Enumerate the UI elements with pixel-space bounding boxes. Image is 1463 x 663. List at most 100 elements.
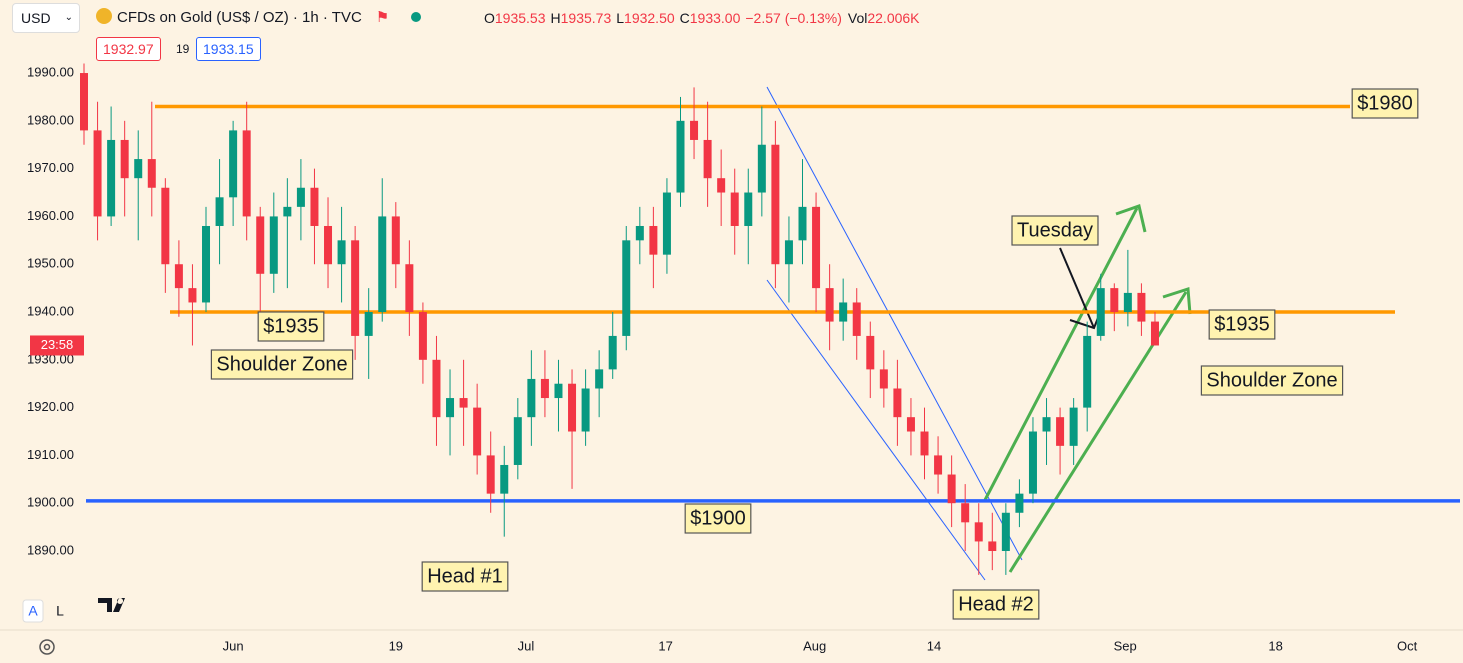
candle-body: [1028, 431, 1037, 494]
ohlc-key: L: [616, 10, 625, 26]
candle-body: [649, 225, 658, 255]
candle-body: [310, 187, 319, 226]
candle-body: [500, 464, 509, 494]
annotation-box: [1011, 215, 1099, 246]
candle-body: [812, 206, 821, 289]
annotation: Shoulder Zone: [1206, 369, 1337, 391]
tv-logo: [98, 598, 125, 612]
settings-icon[interactable]: [39, 639, 55, 655]
candle-body: [188, 288, 197, 303]
annotation: Head #2: [958, 593, 1034, 615]
candle-body: [486, 455, 495, 494]
candle-body: [391, 216, 400, 265]
annotation-box: [684, 503, 752, 534]
ask-box[interactable]: 1933.15: [196, 37, 261, 61]
candle-body: [744, 192, 753, 226]
annotation-box: [1351, 88, 1419, 119]
candle-body: [1110, 288, 1119, 313]
y-tick-label: 1910.00: [27, 447, 74, 462]
candle-body: [798, 206, 807, 241]
annotation-box: [210, 349, 354, 380]
candle-body: [879, 369, 888, 389]
annotation: $1935: [263, 315, 319, 337]
auto-button[interactable]: [22, 599, 44, 623]
ohlc-value: 1935.73: [560, 10, 612, 26]
y-tick-label: 1940.00: [27, 303, 74, 318]
candle-body: [1137, 292, 1146, 322]
candle-body: [269, 216, 278, 274]
annotation-box: [421, 561, 509, 592]
candle-body: [988, 541, 997, 552]
candle-body: [906, 417, 915, 432]
annotation: $1935: [1214, 313, 1270, 335]
candle-body: [1123, 292, 1132, 313]
y-tick-label: 1980.00: [27, 112, 74, 127]
ohlc-value: 1932.50: [624, 10, 675, 26]
candle-body: [446, 398, 455, 418]
candle-body: [432, 359, 441, 418]
log-button-label[interactable]: L: [56, 603, 64, 619]
ohlc-key: H: [550, 10, 561, 26]
symbol-header: CFDs on Gold (US$ / OZ) · 1h · TVC ⚑: [96, 8, 422, 26]
candle-body: [866, 335, 875, 370]
candle-body: [757, 144, 766, 193]
bid-box[interactable]: 1932.97: [96, 37, 161, 61]
settings-icon-center: [43, 643, 51, 651]
candle-body: [324, 225, 333, 265]
y-tick-label: 1920.00: [27, 399, 74, 414]
x-tick-label: 19: [389, 638, 403, 653]
candle-body: [120, 139, 129, 179]
y-tick-label: 1990.00: [27, 64, 74, 79]
candle-body: [893, 388, 902, 418]
candle-body: [1096, 288, 1105, 336]
candle-body: [405, 264, 414, 313]
candle-body: [568, 383, 577, 432]
countdown: 23:58: [41, 337, 74, 352]
candle-body: [473, 407, 482, 456]
candle-body: [730, 192, 739, 226]
currency: USD: [21, 10, 51, 26]
candle-body: [581, 388, 590, 432]
ohlc-key: C: [679, 10, 690, 26]
candle-body: [662, 192, 671, 255]
ohlc-value: 1935.53: [494, 10, 546, 26]
candle-body: [717, 178, 726, 193]
annotation-box: [952, 589, 1040, 620]
candle-body: [1056, 417, 1065, 446]
y-tick-label: 1900.00: [27, 495, 74, 510]
candle-body: [961, 503, 970, 523]
candle-body: [784, 240, 793, 265]
candle-body: [242, 130, 251, 217]
candle-body: [839, 302, 848, 322]
candle-body: [527, 378, 536, 418]
candle-body: [825, 288, 834, 322]
y-tick-label: 1960.00: [27, 208, 74, 223]
candle-body: [161, 187, 170, 265]
candle-body: [174, 264, 183, 289]
annotation: Tuesday: [1017, 219, 1093, 241]
annotation-box: [257, 311, 325, 342]
candle-body: [974, 522, 983, 542]
candle-body: [107, 139, 116, 217]
x-tick-label: Jul: [518, 638, 535, 653]
candle-body: [771, 144, 780, 265]
candle-body: [595, 369, 604, 389]
volume-key: Vol: [847, 10, 868, 26]
annotation: Head #1: [427, 565, 503, 587]
candle-body: [351, 240, 360, 336]
x-tick-label: Sep: [1114, 638, 1137, 653]
candle-body: [1150, 321, 1159, 346]
candle-body: [378, 216, 387, 313]
change: −2.57 (−0.13%): [745, 10, 842, 26]
countdown-badge: [30, 335, 84, 356]
y-tick-label: 1950.00: [27, 256, 74, 271]
x-tick-label: 18: [1268, 638, 1282, 653]
candle-body: [364, 312, 373, 336]
candle-body: [459, 398, 468, 408]
candle-body: [1001, 512, 1010, 552]
candle-body: [608, 335, 617, 370]
currency-select[interactable]: USD ⌄: [12, 3, 80, 33]
candle-body: [852, 302, 861, 336]
candle-body: [1015, 493, 1024, 513]
